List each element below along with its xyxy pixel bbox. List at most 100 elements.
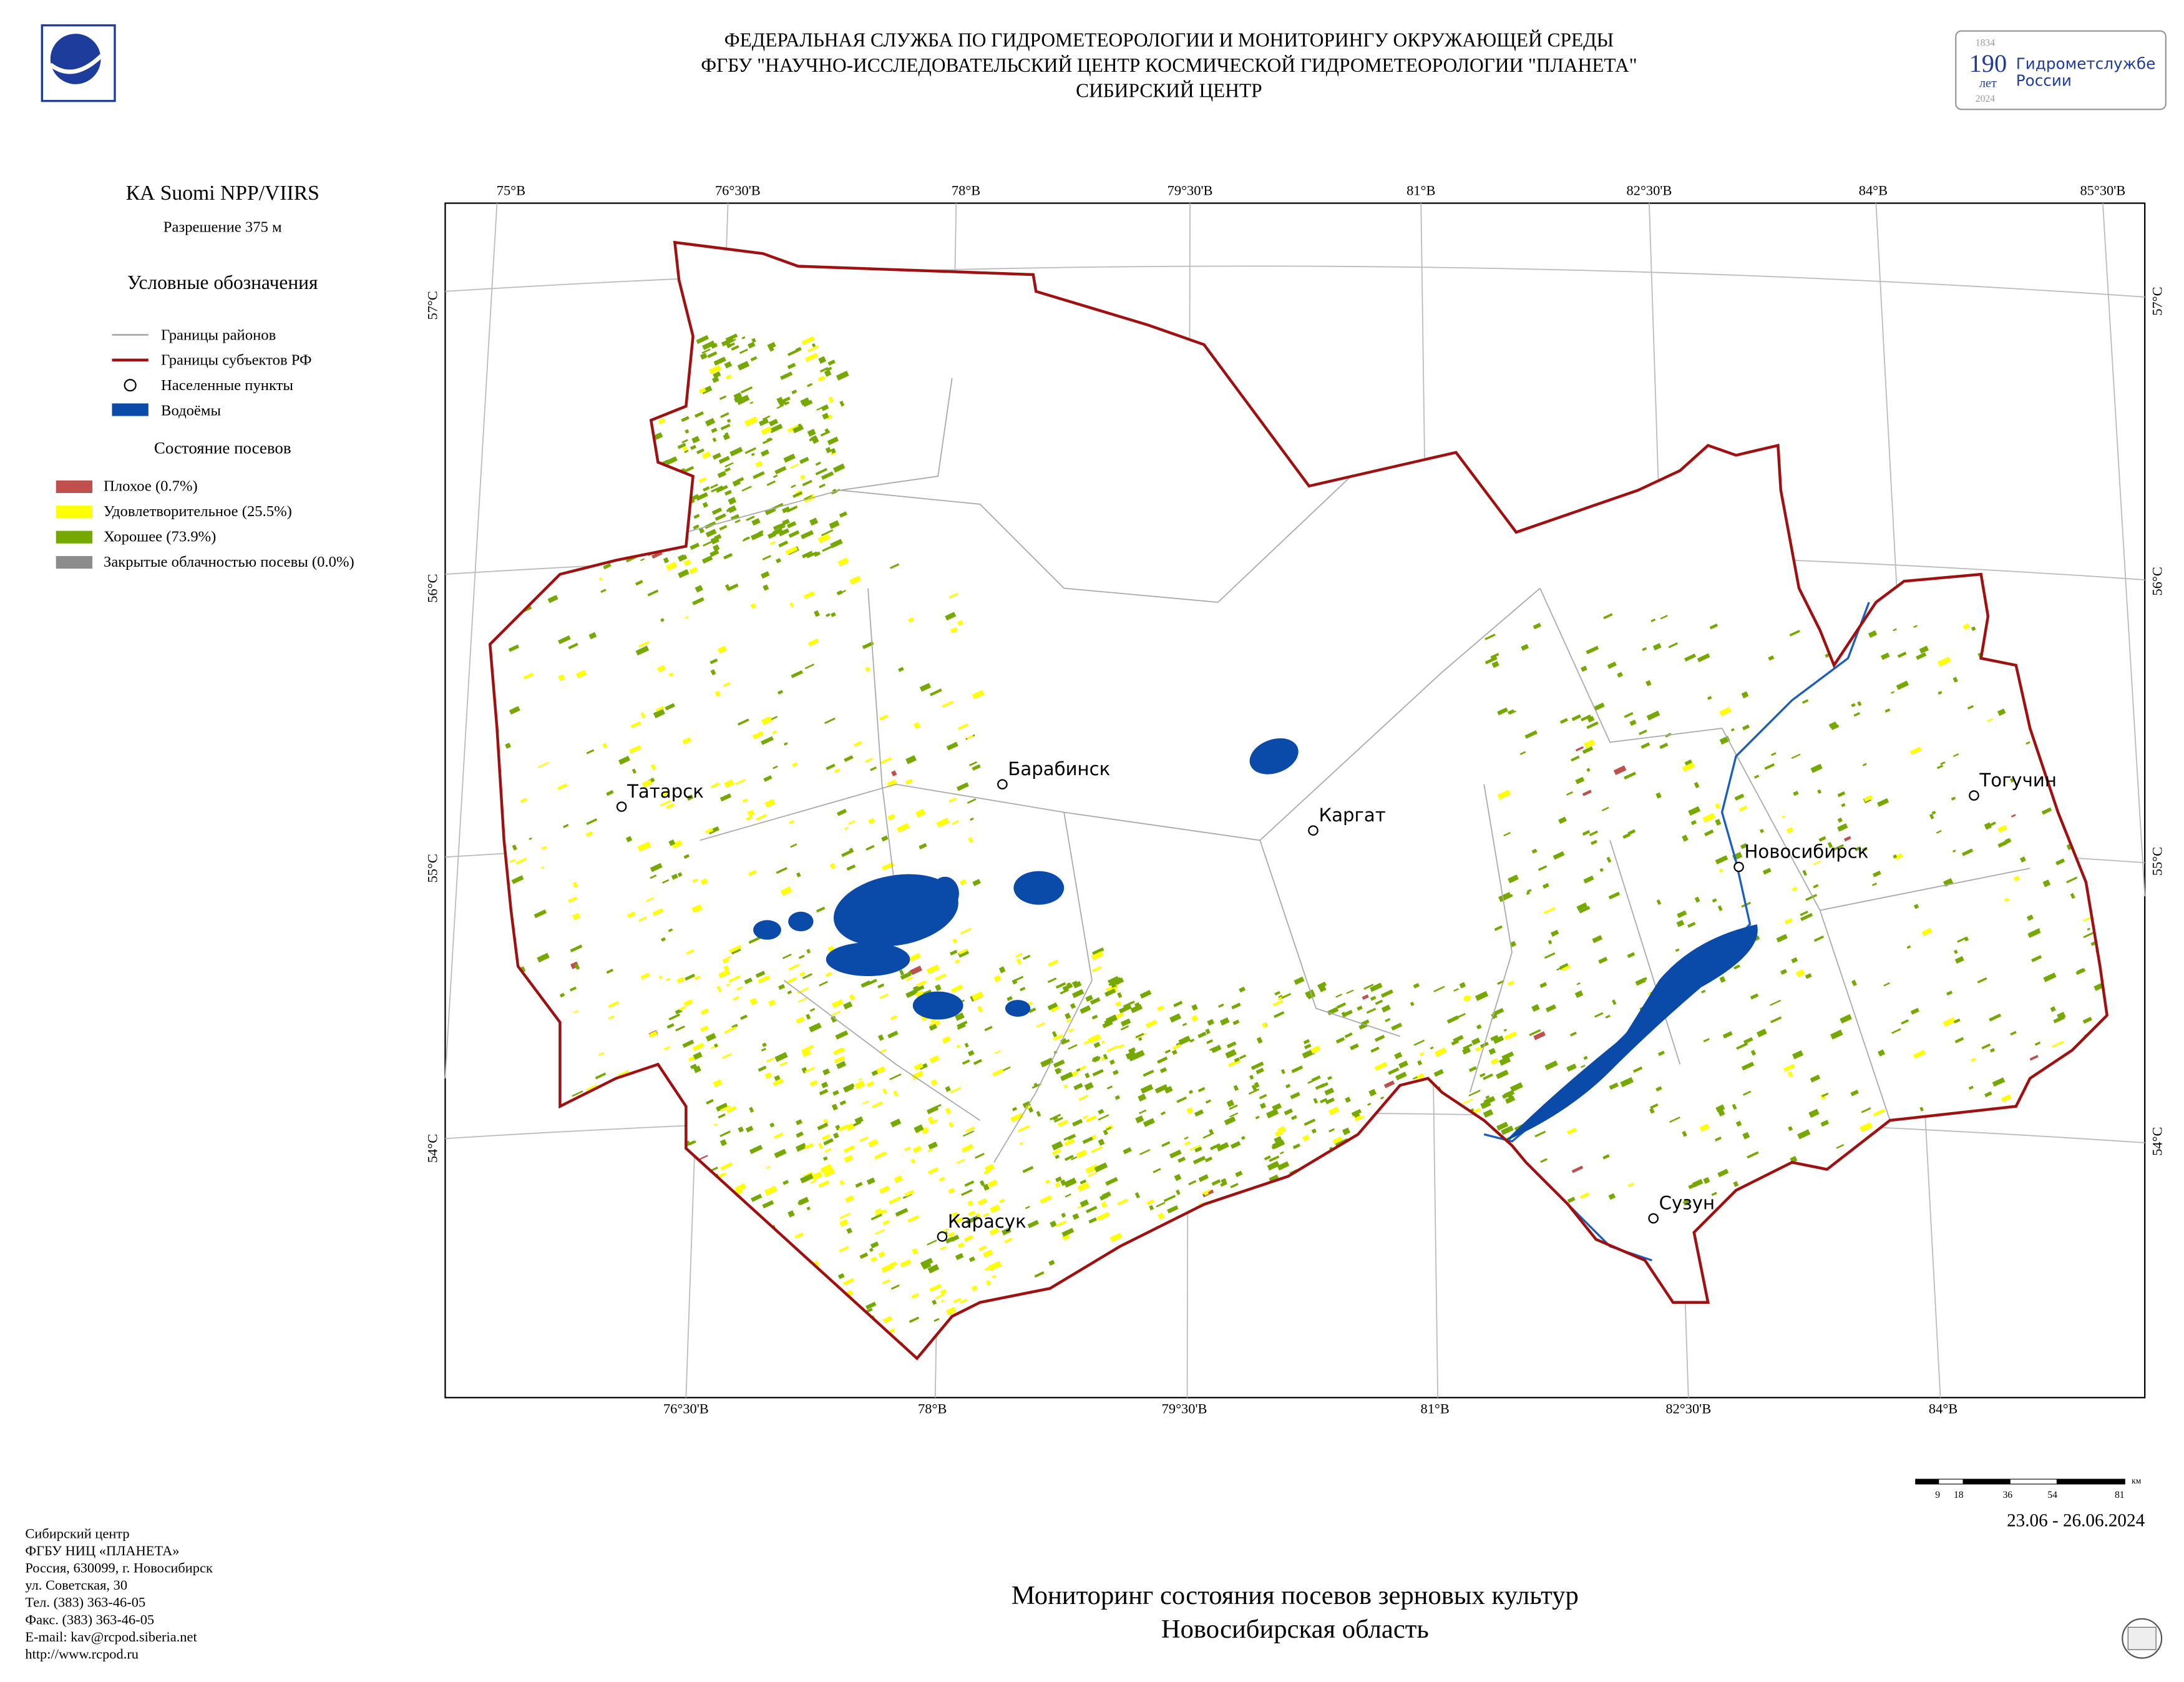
- crop-patch: [1259, 1102, 1267, 1109]
- crop-patch: [874, 1208, 882, 1214]
- crop-patch: [968, 837, 973, 843]
- crop-patch: [1109, 977, 1122, 985]
- crop-patch: [1109, 1233, 1123, 1243]
- crop-patch: [1232, 1019, 1240, 1025]
- crop-patch: [1786, 827, 1794, 834]
- crop-patch: [1250, 1061, 1264, 1070]
- crop-patch: [749, 401, 754, 404]
- crop-patch: [821, 404, 829, 411]
- crop-patch: [718, 1113, 726, 1119]
- crop-patch: [726, 418, 731, 423]
- crop-patch: [1112, 1069, 1119, 1075]
- crop-patch: [1135, 1115, 1144, 1123]
- crop-patch: [1395, 1072, 1407, 1080]
- crop-patch: [1154, 1084, 1168, 1094]
- crop-patch: [1328, 1128, 1335, 1133]
- crop-patch: [2027, 928, 2041, 938]
- crop-patch: [2066, 876, 2078, 884]
- crop-patch: [750, 603, 756, 609]
- crop-patch: [822, 413, 829, 420]
- crop-patch: [682, 1039, 695, 1048]
- crop-patch: [1123, 1147, 1132, 1155]
- crop-patch: [705, 828, 714, 834]
- crop-patch: [1606, 856, 1612, 863]
- crop-patch: [1089, 1034, 1101, 1044]
- crop-patch: [1580, 1192, 1590, 1200]
- crop-patch: [1169, 1149, 1182, 1159]
- crop-patch: [1156, 1201, 1166, 1208]
- crop-patch: [1733, 964, 1740, 970]
- crop-patch: [1682, 1130, 1687, 1137]
- crop-patch: [975, 1153, 985, 1159]
- crop-patch: [1742, 1090, 1752, 1096]
- crop-patch: [1916, 652, 1927, 660]
- crop-patch: [647, 589, 659, 597]
- crop-patch: [862, 641, 874, 650]
- crop-patch: [1800, 911, 1808, 916]
- crop-patch: [2011, 814, 2016, 818]
- crop-patch: [955, 1012, 965, 1021]
- crop-patch: [1277, 1126, 1286, 1134]
- crop-patch: [640, 558, 645, 562]
- crop-patch: [799, 1173, 814, 1184]
- crop-patch: [1071, 1156, 1078, 1161]
- city-marker: [997, 779, 1008, 790]
- crop-patch: [905, 779, 913, 785]
- crop-patch: [782, 519, 790, 526]
- crop-patch: [928, 1142, 938, 1150]
- crop-patch: [1277, 1161, 1290, 1171]
- crop-patch: [829, 520, 840, 529]
- crop-patch: [711, 485, 723, 493]
- crop-patch: [1098, 1114, 1109, 1121]
- crop-patch: [810, 1180, 817, 1184]
- crop-patch: [1561, 965, 1571, 972]
- crop-patch: [1776, 934, 1788, 943]
- crop-patch: [1061, 1212, 1066, 1218]
- crop-patch: [737, 718, 749, 726]
- crop-patch: [734, 519, 741, 524]
- crop-patch: [1198, 1174, 1209, 1182]
- crop-patch: [1702, 813, 1716, 823]
- crop-patch: [628, 745, 641, 754]
- crop-patch: [1164, 1049, 1171, 1054]
- crop-patch: [1073, 980, 1082, 989]
- crop-patch: [1566, 1063, 1577, 1072]
- crop-patch: [2001, 1094, 2012, 1103]
- crop-patch: [1229, 1104, 1238, 1110]
- crop-patch: [831, 1015, 837, 1023]
- crop-patch: [930, 1018, 936, 1024]
- crop-patch: [569, 986, 577, 992]
- crop-patch: [737, 361, 750, 371]
- crop-patch: [557, 783, 568, 790]
- crop-patch: [1813, 935, 1825, 942]
- crop-patch: [1747, 1151, 1759, 1159]
- crop-patch: [1076, 1068, 1081, 1072]
- crop-patch: [905, 976, 914, 982]
- crop-patch: [1169, 1013, 1181, 1023]
- crop-patch: [804, 1143, 814, 1150]
- crop-patch: [801, 1048, 811, 1055]
- crop-patch: [887, 1030, 899, 1039]
- crop-patch: [671, 873, 678, 880]
- crop-patch: [890, 1015, 897, 1020]
- crop-patch: [719, 1139, 728, 1147]
- crop-patch: [772, 730, 778, 735]
- lat-label: 57°С: [425, 291, 441, 320]
- crop-patch: [1566, 1127, 1577, 1135]
- crop-patch: [993, 975, 1002, 982]
- crop-patch: [1476, 1024, 1482, 1030]
- crop-patch: [630, 721, 641, 728]
- crop-patch: [1410, 1001, 1415, 1007]
- crop-patch: [1047, 977, 1057, 984]
- crop-patch: [1022, 954, 1031, 961]
- crop-patch: [900, 1259, 912, 1268]
- crop-patch: [1981, 1043, 1991, 1050]
- crop-patch: [914, 1062, 924, 1071]
- crop-patch: [1490, 653, 1499, 659]
- crop-patch: [1468, 1090, 1481, 1097]
- crop-patch: [976, 1212, 981, 1218]
- crop-patch: [2082, 1017, 2092, 1024]
- city-label: Барабинск: [1008, 758, 1110, 780]
- crop-patch: [801, 336, 815, 346]
- crop-patch: [965, 1215, 979, 1225]
